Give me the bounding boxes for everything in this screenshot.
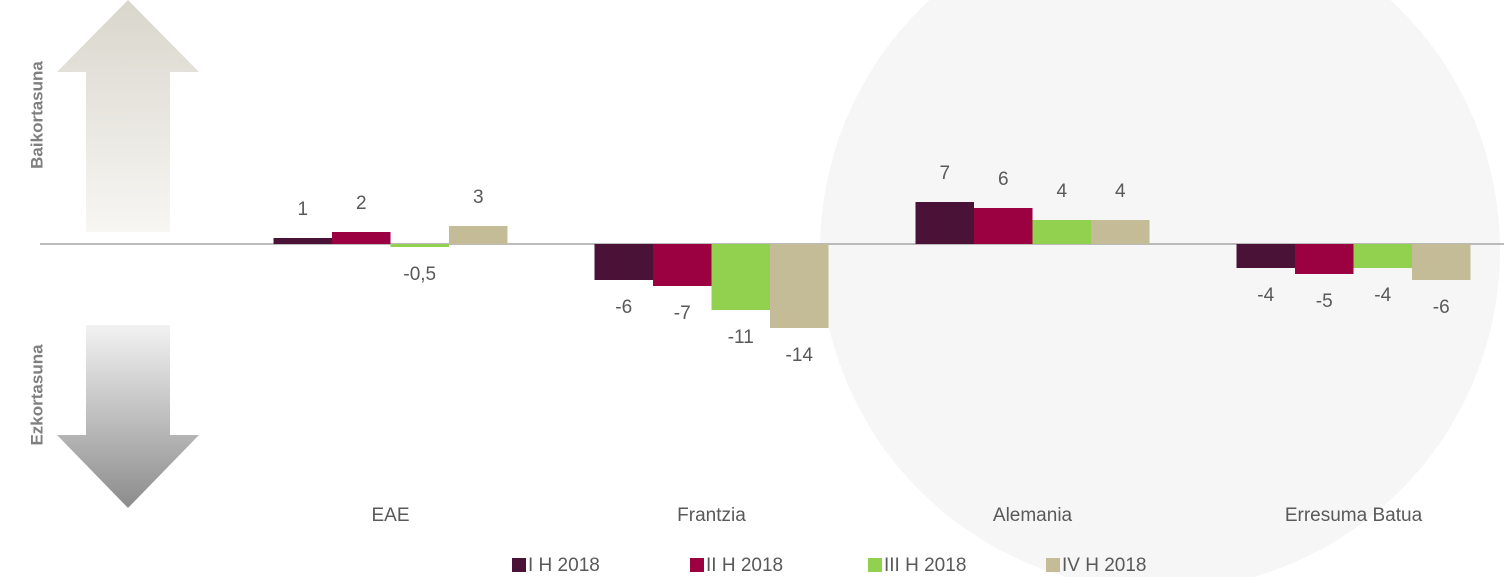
bar [274,238,333,244]
bar [449,226,508,244]
legend-label: II H 2018 [706,555,783,576]
legend-label: III H 2018 [884,555,966,576]
chart: Baikortasuna Ezkortasuna EAE 1 2 -0,5 3 Frant… [0,0,1504,577]
up-arrow [57,0,199,232]
legend-swatch [1046,558,1060,572]
data-label: 1 [297,199,308,220]
bar [770,244,829,328]
x-tick-label: Alemania [993,505,1073,526]
bar [1091,220,1150,244]
bar [1237,244,1296,268]
data-label: -6 [615,297,632,318]
data-label: 6 [998,169,1009,190]
legend-label: IV H 2018 [1062,555,1147,576]
bar [653,244,712,286]
annotation: Ezkortasuna [27,344,46,446]
bar [1295,244,1354,274]
bar [332,232,391,244]
data-label: -4 [1374,285,1391,306]
data-label: 4 [1115,181,1126,202]
data-label: 2 [356,193,367,214]
legend-swatch [690,558,704,572]
bar [712,244,771,310]
bar [1354,244,1413,268]
bar [391,244,450,247]
data-label: -14 [786,345,814,366]
legend-swatch [868,558,882,572]
data-label: -4 [1257,285,1274,306]
data-label: -7 [674,303,691,324]
data-label: -5 [1316,291,1333,312]
data-label: 4 [1056,181,1067,202]
x-tick-label: Frantzia [677,505,746,526]
bar [1412,244,1471,280]
bar [1033,220,1092,244]
data-label: -0,5 [403,264,436,285]
down-arrow [57,325,199,508]
data-label: 3 [473,187,484,208]
bar [974,208,1033,244]
bar [595,244,654,280]
data-label: -6 [1433,297,1450,318]
bar [916,202,975,244]
data-label: 7 [939,163,950,184]
x-tick-label: EAE [371,505,409,526]
x-tick-label: Erresuma Batua [1285,505,1423,526]
annotation: Baikortasuna [27,61,46,169]
legend-label: I H 2018 [528,555,600,576]
watermark [820,0,1500,577]
data-label: -11 [728,327,754,348]
legend-swatch [512,558,526,572]
